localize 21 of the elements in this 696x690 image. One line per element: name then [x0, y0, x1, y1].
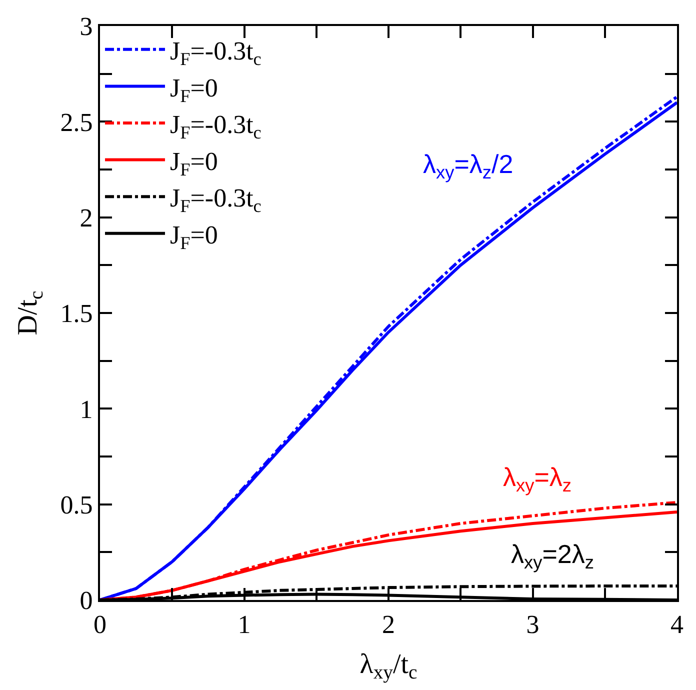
y-tick-label: 0.5: [60, 490, 93, 520]
annotation: λ$_{xy}$=2λ$_{z}$: [511, 539, 594, 572]
annotation: λ$_{xy}$=λ$_{z}$: [503, 462, 572, 496]
y-tick-label: 1.5: [60, 299, 93, 328]
y-tick-label: 2: [80, 203, 93, 232]
legend-label: J$_{F}$=-0.3t$_{c}$: [170, 110, 262, 143]
annotation: λ$_{xy}$=λ$_{z}$/2: [423, 149, 514, 182]
x-tick-label: 1: [238, 610, 251, 640]
x-tick-label: 2: [382, 610, 395, 640]
legend-label: J$_{F}$=0: [170, 146, 218, 180]
legend-label: J$_{F}$=0: [170, 220, 218, 253]
legend-label: J$_{F}$=0: [170, 73, 218, 106]
legend-label: J$_{F}$=-0.3t$_{c}$: [170, 36, 262, 69]
legend-label: J$_{F}$=-0.3t$_{c}$: [170, 184, 262, 216]
x-tick-label: 4: [670, 610, 684, 640]
y-tick-label: 2.5: [60, 108, 93, 137]
y-tick-label: 1: [80, 394, 93, 424]
x-axis-title: λ$_{xy}$/t$_{c}$: [360, 648, 418, 684]
x-tick-label: 3: [526, 610, 540, 640]
y-tick-label: 0: [80, 586, 93, 616]
y-tick-label: 3: [80, 12, 93, 42]
